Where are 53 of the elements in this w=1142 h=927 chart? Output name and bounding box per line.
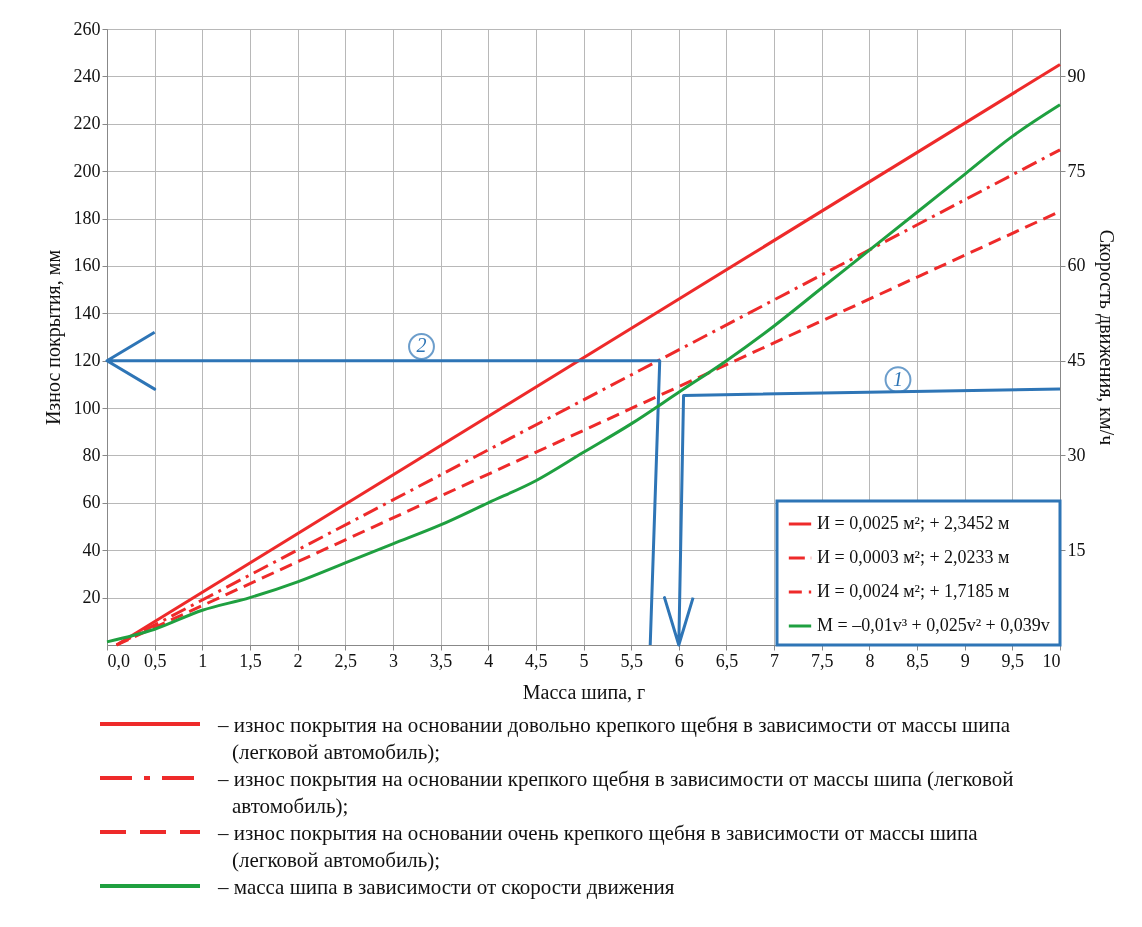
y-tick-label: 60 [82,492,101,513]
y-tick-label: 40 [82,539,101,560]
y2-tick-label: 75 [1067,160,1086,181]
x-tick-label: 8 [865,650,875,671]
x-tick-label: 9,5 [1001,650,1025,671]
y-tick-label: 100 [73,397,101,418]
x-tick-label: 5 [579,650,589,671]
x-tick-label: 1,5 [239,650,262,671]
text: – масса шипа в зависимости от скорости движения [218,874,675,901]
x-tick-label: 0,0 [107,650,130,671]
y2-tick-label: 15 [1067,539,1086,560]
y-tick-label: 240 [73,65,101,86]
x-tick-label: 2 [293,650,303,671]
text: – износ покрытия на основании очень крепкого щебня в зависимости от массы шипа (легковой автомобиль); [218,820,979,874]
y2-tick-label: 30 [1067,444,1086,465]
x-tick-label: 4 [484,650,494,671]
annotation: 1 [892,367,903,390]
x-tick-label: 2,5 [334,650,357,671]
text: – износ покрытия на основании крепкого щебня в зависимости от массы шипа (легковой автомобиль); [218,766,1015,820]
y-tick-label: 140 [73,302,101,323]
annotation: 2 [416,334,427,357]
text: – износ покрытия на основании довольно крепкого щебня в зависимости от массы шипа (легковой автомобиль); [218,712,1011,766]
x-axis-title: Масса шипа, г [522,680,646,703]
y2-axis-title: Скорость движения, км/ч [1094,229,1118,446]
x-tick-label: 9 [960,650,970,671]
legend-label: М = –0,01v³ + 0,025v² + 0,039v [817,615,1050,635]
x-tick-label: 8,5 [906,650,929,671]
y-tick-label: 220 [73,113,101,134]
y-axis-title: Износ покрытия, мм [41,249,65,426]
y2-tick-label: 90 [1067,65,1086,86]
x-tick-label: 3 [388,650,398,671]
x-tick-label: 7,5 [811,650,834,671]
x-tick-label: 1 [198,650,208,671]
x-tick-label: 3,5 [429,650,453,671]
y2-tick-label: 60 [1067,255,1086,276]
x-tick-label: 6 [674,650,684,671]
y-tick-label: 200 [73,160,101,181]
legend-label: И = 0,0003 м²; + 2,0233 м [817,547,1010,567]
x-tick-label: 7 [770,650,780,671]
y-tick-label: 20 [82,587,101,608]
y-tick-label: 120 [73,350,101,371]
y2-tick-label: 45 [1067,350,1086,371]
legend-label: И = 0,0025 м²; + 2,3452 м [817,513,1010,533]
x-tick-label: 4,5 [525,650,548,671]
x-tick-label: 6,5 [715,650,739,671]
x-tick-label: 10 [1042,650,1061,671]
y-tick-label: 180 [73,208,101,229]
y-tick-label: 160 [73,255,101,276]
x-tick-label: 5,5 [620,650,643,671]
legend-label: И = 0,0024 м²; + 1,7185 м [817,581,1010,601]
x-tick-label: 0,5 [143,650,167,671]
y-tick-label: 260 [73,18,101,39]
y-tick-label: 80 [82,444,101,465]
